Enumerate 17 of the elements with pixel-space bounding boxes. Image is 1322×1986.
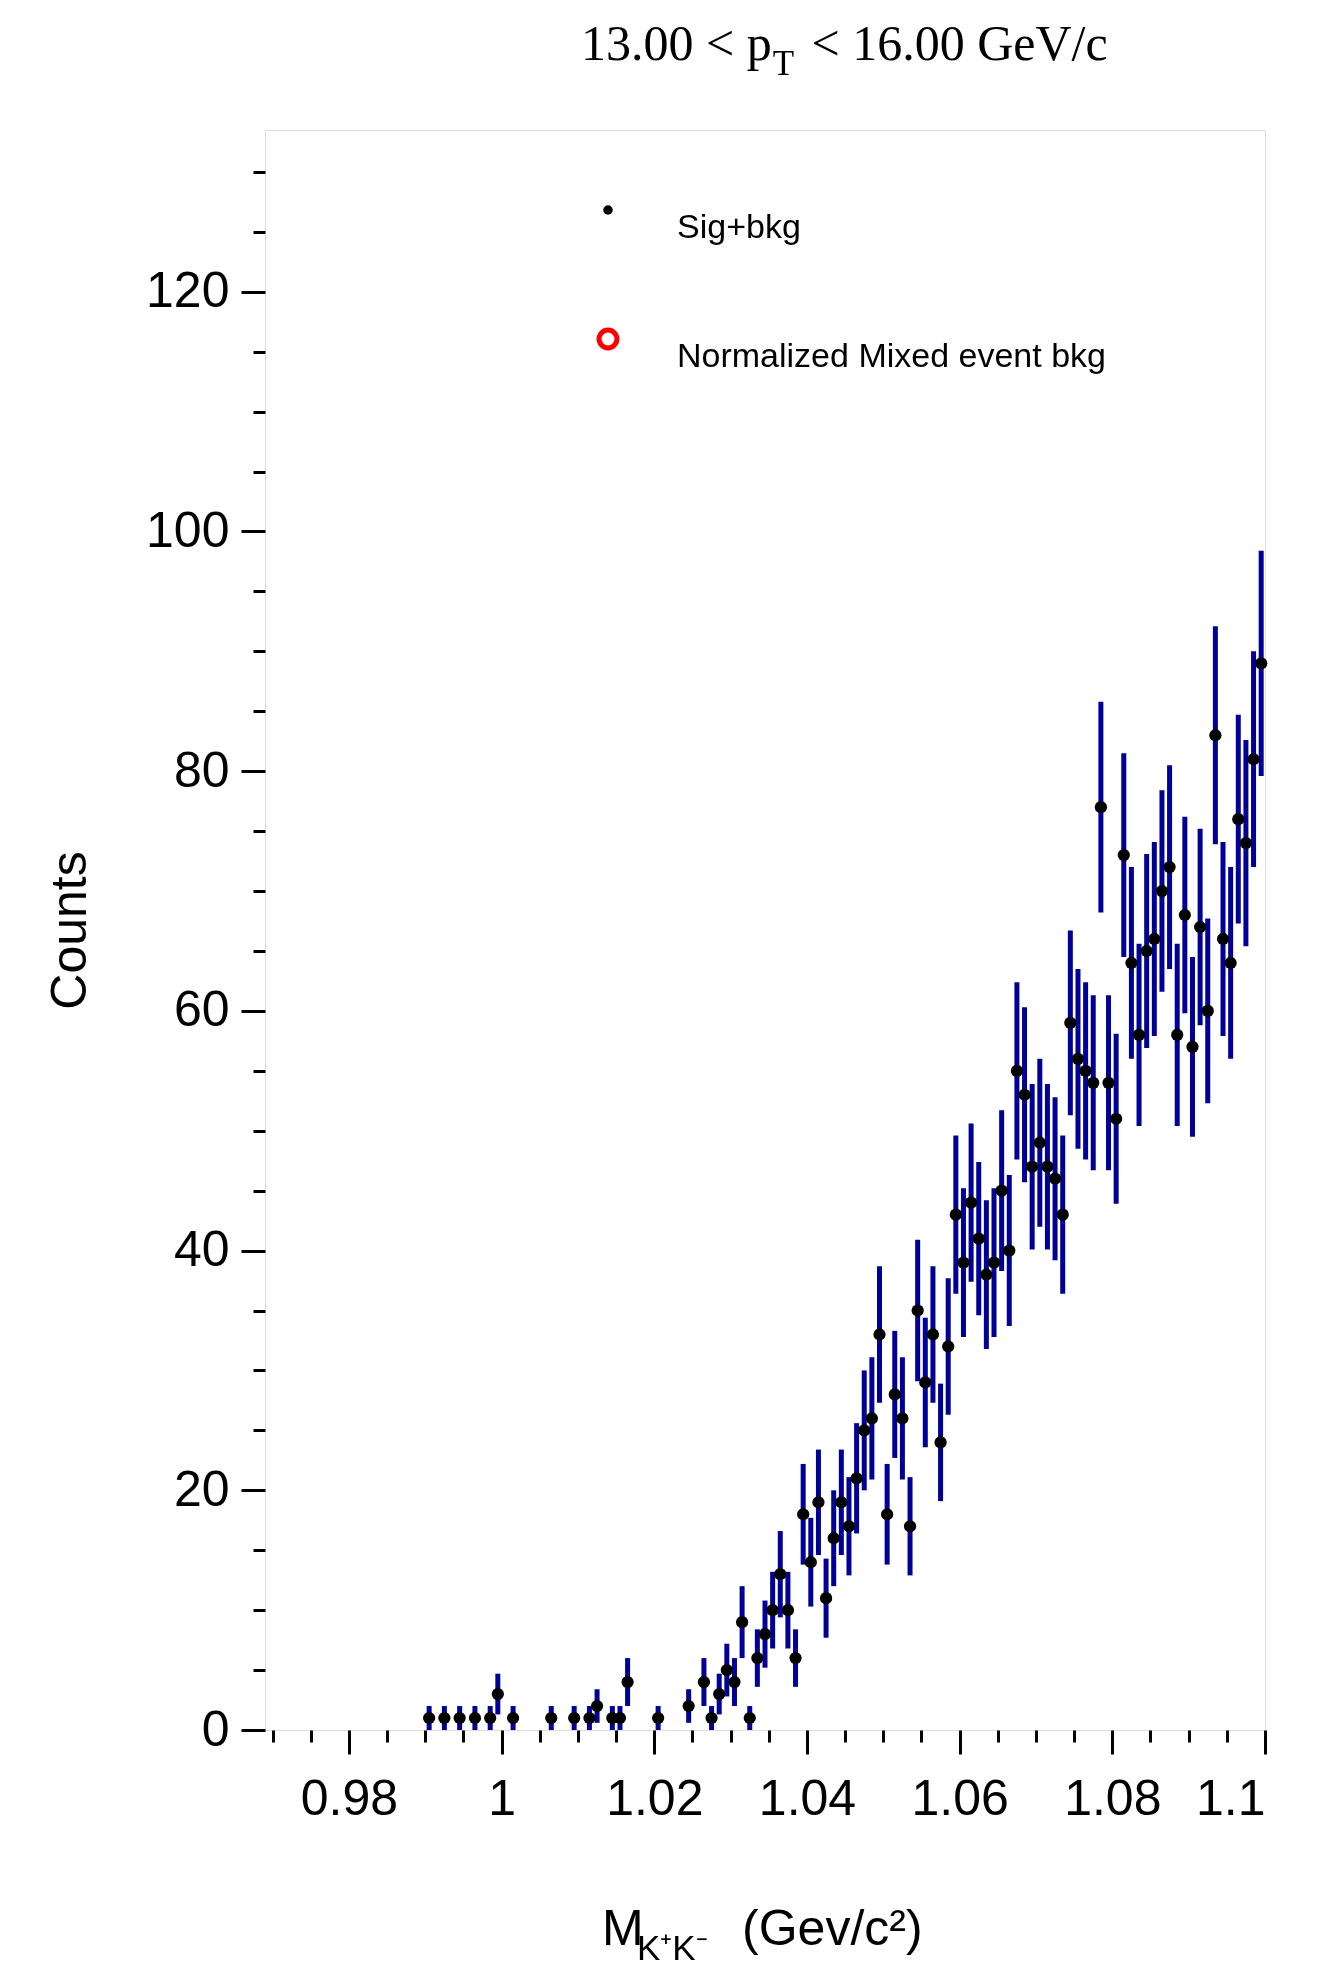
- y-tick-label: 0: [201, 1700, 230, 1757]
- x-tick-label: 1.06: [911, 1769, 1009, 1826]
- y-tick-label: 20: [173, 1460, 230, 1517]
- x-tick-label: 1.1: [1195, 1769, 1266, 1826]
- x-tick-label: 0.98: [300, 1769, 399, 1826]
- legend-label: Sig+bkg: [677, 207, 801, 245]
- y-tick-label: 80: [173, 741, 230, 798]
- y-tick-label: 40: [173, 1221, 230, 1278]
- y-tick-label: 60: [173, 981, 230, 1038]
- x-tick-label: 1.02: [606, 1769, 704, 1826]
- y-axis-title: Counts: [41, 851, 98, 1010]
- y-tick-label: 100: [146, 502, 230, 558]
- x-tick-label: 1.04: [758, 1769, 857, 1826]
- x-tick-label: 1.08: [1064, 1769, 1162, 1826]
- legend-label: Normalized Mixed event bkg: [677, 336, 1106, 374]
- y-tick-label: 120: [146, 262, 230, 319]
- x-tick-label: 1: [488, 1769, 517, 1826]
